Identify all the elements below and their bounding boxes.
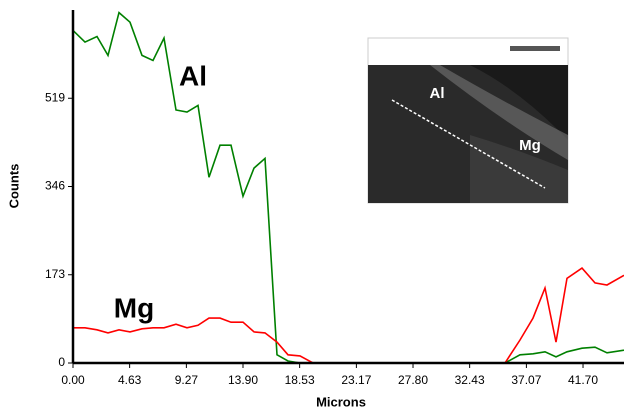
x-axis-title: Microns <box>316 394 366 409</box>
y-tick-label: 519 <box>45 90 65 104</box>
y-tick-label: 173 <box>45 267 65 281</box>
chart: Microns Counts Al Mg 0 173 346 519 0.00 4.63 9.… <box>0 0 624 411</box>
x-tick-label: 18.53 <box>285 373 315 387</box>
series-label: Mg <box>114 292 154 323</box>
x-tick-label: 32.43 <box>455 373 485 387</box>
y-tick-label: 346 <box>45 179 65 193</box>
x-tick-label: 27.80 <box>398 373 428 387</box>
x-tick-label: 23.17 <box>341 373 371 387</box>
x-tick-label: 4.63 <box>118 373 142 387</box>
y-tick-label: 0 <box>58 355 65 369</box>
x-tick-label: 0.00 <box>61 373 85 387</box>
series-label: Al <box>179 60 207 91</box>
inset-label: Mg <box>519 137 541 154</box>
x-tick-label: 41.70 <box>568 373 598 387</box>
inset-scale <box>510 46 560 51</box>
y-axis-title: Counts <box>6 164 21 209</box>
x-tick-label: 13.90 <box>228 373 258 387</box>
x-tick-label: 37.07 <box>511 373 541 387</box>
x-tick-label: 9.27 <box>175 373 199 387</box>
inset-label: Al <box>430 85 445 102</box>
series-line <box>73 268 624 363</box>
inset-image: Al Mg <box>368 38 568 203</box>
